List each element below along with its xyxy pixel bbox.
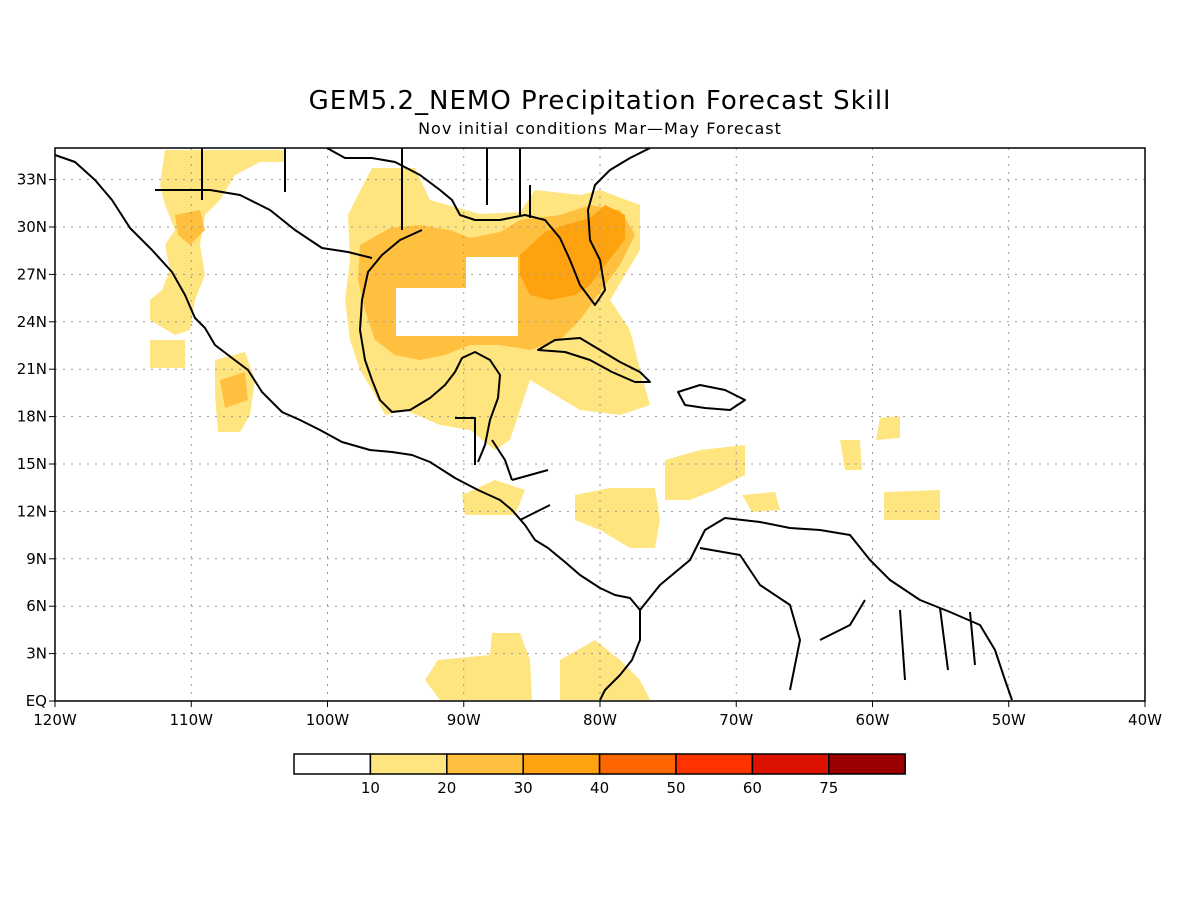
legend-swatch xyxy=(293,753,372,775)
legend-swatch xyxy=(828,753,906,775)
legend-swatch xyxy=(598,753,677,775)
y-tick-label: 15N xyxy=(17,455,47,473)
y-tick-label: 18N xyxy=(17,408,47,426)
legend-label: 20 xyxy=(437,779,456,797)
legend-swatch xyxy=(446,753,524,775)
map-title: GEM5.2_NEMO Precipitation Forecast Skill xyxy=(308,86,892,116)
skill-region-caribbean-central xyxy=(665,445,745,500)
skill-region-nw-mexico xyxy=(150,150,285,335)
x-axis: 120W 110W 100W 90W 80W 70W 60W 50W 40W xyxy=(33,701,1162,729)
skill-region-mexico-pacific xyxy=(150,340,185,368)
y-tick-label: 21N xyxy=(17,360,47,378)
legend-label: 30 xyxy=(514,779,533,797)
x-tick-label: 120W xyxy=(33,711,77,729)
x-tick-label: 110W xyxy=(170,711,214,729)
skill-region-windward xyxy=(876,416,900,440)
border-south-america xyxy=(699,547,976,691)
y-tick-label: 27N xyxy=(17,265,47,283)
y-tick-label: 12N xyxy=(17,502,47,520)
x-tick-label: 60W xyxy=(856,711,890,729)
x-tick-label: 100W xyxy=(306,711,350,729)
legend-swatch xyxy=(675,753,754,775)
map-subtitle: Nov initial conditions Mar—May Forecast xyxy=(418,119,782,138)
legend-colorbar: 10 20 30 40 50 60 75 xyxy=(293,753,906,797)
y-axis: EQ 3N 6N 9N 12N 15N 18N 21N 24N 27N 30N 33N xyxy=(17,171,55,710)
border-central-america xyxy=(455,417,551,521)
cuba xyxy=(537,337,651,383)
skill-shading xyxy=(150,150,940,700)
legend-label: 40 xyxy=(590,779,609,797)
x-tick-label: 40W xyxy=(1128,711,1162,729)
skill-region-equatorial-pacific-b xyxy=(560,640,650,700)
legend-label: 60 xyxy=(743,779,762,797)
skill-region-atlantic-east xyxy=(884,490,940,520)
skill-region-florida-peak xyxy=(520,205,625,300)
legend-swatch xyxy=(522,753,601,775)
x-tick-label: 70W xyxy=(719,711,753,729)
y-tick-label: 9N xyxy=(26,550,47,568)
legend-swatch xyxy=(751,753,830,775)
y-tick-label: 30N xyxy=(17,218,47,236)
texas-mexico-gulf-coast xyxy=(359,229,501,463)
y-tick-label: 33N xyxy=(17,171,47,189)
mainland-coastline xyxy=(54,154,641,701)
skill-region-antilles xyxy=(840,440,862,470)
y-tick-label: 24N xyxy=(17,313,47,331)
y-tick-label: 3N xyxy=(26,645,47,663)
south-america-coast xyxy=(639,517,1013,701)
legend-label: 50 xyxy=(666,779,685,797)
x-tick-label: 80W xyxy=(583,711,617,729)
skill-region-equatorial-pacific-a xyxy=(425,633,532,700)
skill-region-venezuela-coast xyxy=(742,492,780,512)
x-tick-label: 50W xyxy=(992,711,1026,729)
coastlines xyxy=(54,147,1013,701)
gulf-coastline xyxy=(326,147,651,306)
masked-no-data-area xyxy=(396,288,466,336)
skill-region-mexico-west-core xyxy=(220,372,248,408)
legend-swatch xyxy=(369,753,448,775)
y-tick-label: EQ xyxy=(26,692,47,710)
legend-label: 10 xyxy=(361,779,380,797)
skill-region-nw-mexico-core xyxy=(175,210,205,245)
masked-no-data-area-2 xyxy=(466,257,518,336)
legend-label: 75 xyxy=(819,779,838,797)
skill-region-caribbean-south xyxy=(575,488,660,548)
border-us-state-lines xyxy=(201,148,531,230)
x-tick-label: 90W xyxy=(447,711,481,729)
y-tick-label: 6N xyxy=(26,597,47,615)
hispaniola xyxy=(677,384,746,411)
border-us-mexico xyxy=(155,189,373,259)
